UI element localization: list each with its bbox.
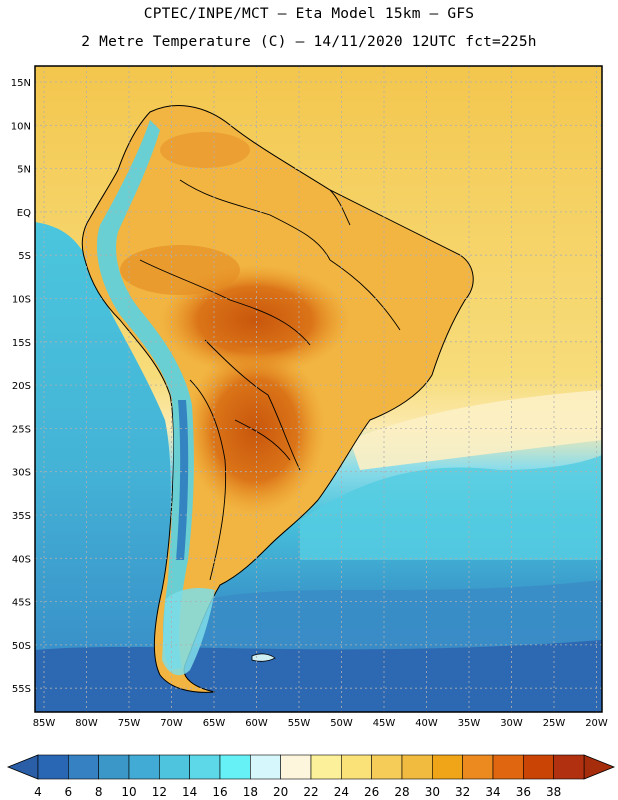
- lat-label: 25S: [12, 424, 31, 435]
- colorbar-label: 26: [364, 785, 379, 799]
- coastal-warm-belt: [350, 390, 602, 470]
- colorbar-label: 10: [121, 785, 136, 799]
- colorbar-swatch: [553, 754, 585, 780]
- colorbar-swatch: [159, 754, 190, 780]
- colorbar-swatch: [341, 754, 372, 780]
- lon-label: 30W: [500, 718, 523, 729]
- colorbar-left-arrow: [6, 754, 39, 780]
- lat-label: 15N: [11, 78, 31, 89]
- lon-label: 75W: [118, 718, 141, 729]
- colorbar-swatch: [462, 754, 494, 780]
- lat-label: EQ: [17, 208, 31, 219]
- lon-label: 25W: [543, 718, 566, 729]
- map-title-line-2: 2 Metre Temperature (C) – 14/11/2020 12U…: [81, 34, 537, 50]
- colorbar-swatch: [280, 754, 312, 780]
- patagonia-cool: [162, 588, 215, 676]
- colorbar-label: 4: [34, 785, 42, 799]
- map-frame: [34, 65, 603, 713]
- falkland-islands: [251, 653, 276, 662]
- colorbar-swatch: [523, 754, 554, 780]
- lat-label: 15S: [12, 338, 31, 349]
- lon-label: 40W: [415, 718, 438, 729]
- colorbar: 4 6 8 10 12 14 16 18 20 22 24 26 28 30 32 34 36 38: [6, 754, 616, 799]
- pacific-cool-water: [35, 222, 171, 712]
- lon-label: 85W: [33, 718, 56, 729]
- lat-label: 45S: [12, 598, 31, 609]
- latitude-axis: 15N 10N 5N EQ 5S 10S 15S 20S 25S 30S 35S…: [11, 78, 31, 695]
- colorbar-label: 30: [425, 785, 440, 799]
- lon-label: 35W: [458, 718, 481, 729]
- lat-label: 30S: [12, 468, 31, 479]
- colorbar-swatch: [371, 754, 403, 780]
- lon-label: 45W: [373, 718, 396, 729]
- lat-label: 50S: [12, 641, 31, 652]
- colorbar-swatch: [432, 754, 463, 780]
- colorbar-label: 14: [182, 785, 197, 799]
- lon-label: 80W: [75, 718, 98, 729]
- lat-label: 5S: [18, 251, 31, 262]
- colorbar-swatch: [98, 754, 130, 780]
- colorbar-swatch: [37, 754, 69, 780]
- andes-high-peaks: [176, 400, 189, 560]
- south-atlantic-cool-water: [300, 455, 602, 560]
- colorbar-swatch: [310, 754, 342, 780]
- colorbar-label: 12: [152, 785, 167, 799]
- colorbar-right-arrow: [583, 754, 616, 780]
- colorbar-swatch: [128, 754, 160, 780]
- lon-label: 60W: [245, 718, 268, 729]
- lat-label: 40S: [12, 554, 31, 565]
- lon-label: 65W: [203, 718, 226, 729]
- colorbar-label: 34: [485, 785, 500, 799]
- colorbar-swatch: [189, 754, 221, 780]
- longitude-axis: 85W 80W 75W 70W 65W 60W 55W 50W 45W 40W …: [33, 718, 608, 729]
- lon-label: 70W: [160, 718, 183, 729]
- colorbar-swatch: [68, 754, 99, 780]
- lon-label: 50W: [330, 718, 353, 729]
- lat-label: 10S: [12, 295, 31, 306]
- lat-label: 55S: [12, 684, 31, 695]
- lat-label: 20S: [12, 381, 31, 392]
- lon-label: 20W: [585, 718, 608, 729]
- colorbar-swatch: [219, 754, 251, 780]
- map-title-line-1: CPTEC/INPE/MCT – Eta Model 15km – GFS: [143, 6, 475, 22]
- lat-label: 10N: [11, 121, 31, 132]
- lat-label: 35S: [12, 511, 31, 522]
- colorbar-swatch: [401, 754, 433, 780]
- colorbar-label: 36: [516, 785, 531, 799]
- lon-label: 55W: [288, 718, 311, 729]
- colorbar-label: 20: [273, 785, 288, 799]
- colorbar-label: 24: [334, 785, 349, 799]
- southern-ocean-cold: [35, 640, 602, 712]
- colorbar-label: 28: [394, 785, 409, 799]
- colorbar-label: 32: [455, 785, 470, 799]
- amazon-heat-pocket: [120, 245, 240, 295]
- colorbar-label: 38: [546, 785, 561, 799]
- venezuela-heat: [160, 132, 250, 168]
- lat-label: 5N: [17, 165, 31, 176]
- colorbar-swatch: [250, 754, 281, 780]
- colorbar-label: 6: [65, 785, 73, 799]
- colorbar-label: 18: [243, 785, 258, 799]
- colorbar-label: 16: [212, 785, 227, 799]
- interior-heat-core-south: [185, 345, 325, 515]
- colorbar-label: 22: [303, 785, 318, 799]
- interior-heat-core-north: [160, 265, 350, 375]
- colorbar-label: 8: [95, 785, 103, 799]
- andes-cool-strip: [96, 120, 194, 670]
- colorbar-swatch: [492, 754, 524, 780]
